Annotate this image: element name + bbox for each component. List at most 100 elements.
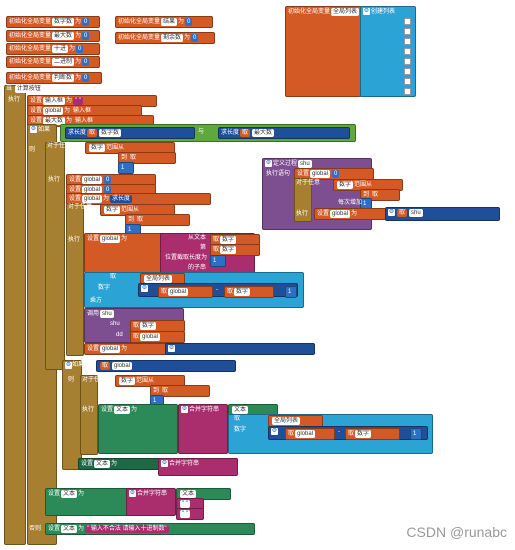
number-zero[interactable]: 0 — [191, 34, 199, 42]
gear-icon[interactable]: ⚙ — [129, 489, 136, 497]
var-dd[interactable]: 最大数 — [252, 129, 275, 137]
list-socket[interactable] — [404, 28, 411, 35]
compare-block[interactable]: 取 global — [96, 360, 236, 372]
set-label-text-block[interactable]: 设置 文本为 " 输入不合法 请输入十进制数" — [45, 523, 255, 535]
loop-var[interactable]: 数字 — [119, 377, 136, 385]
len-block[interactable]: 求长度 — [110, 195, 133, 203]
var-name[interactable]: 剩余数 — [161, 34, 184, 42]
var-dd[interactable]: 数字 — [355, 430, 372, 438]
getter[interactable]: 取 global — [285, 428, 335, 440]
join-block[interactable]: ⚙ 合并字符串 — [158, 458, 238, 476]
number-zero[interactable]: 0 — [82, 32, 90, 40]
var-name[interactable]: 二进制 — [52, 58, 75, 66]
var-dd[interactable]: shu — [409, 209, 423, 217]
var-dd[interactable]: global — [168, 288, 189, 296]
getter[interactable]: 取 — [100, 362, 111, 370]
var-dd[interactable]: global — [330, 210, 351, 218]
when-click-event-block[interactable] — [4, 85, 26, 545]
list-socket[interactable] — [404, 78, 411, 85]
component-dd[interactable]: 文本 — [180, 490, 197, 498]
for-range-block[interactable] — [294, 178, 312, 222]
event-component[interactable]: 计算按钮 — [14, 85, 43, 93]
for-range-block[interactable] — [45, 142, 65, 370]
gear-icon[interactable]: ⚙ — [161, 459, 168, 467]
getter[interactable]: 取 — [135, 216, 146, 224]
for-to[interactable]: 到取 — [150, 385, 210, 397]
set-label-text-block[interactable]: 设置 文本为 — [98, 404, 178, 454]
getter[interactable]: 取数字 — [345, 428, 400, 440]
number-zero[interactable]: 0 — [104, 176, 112, 184]
var-dd[interactable]: global — [82, 186, 103, 194]
list-socket[interactable] — [404, 68, 411, 75]
var-dd[interactable]: global — [82, 176, 103, 184]
var-dd[interactable]: 数字 — [220, 246, 237, 254]
var-dd[interactable]: 数字 — [234, 288, 251, 296]
var-dd[interactable]: 全局列表 — [144, 275, 173, 283]
var-dd[interactable]: 数字 — [220, 236, 237, 244]
var-dd[interactable]: global — [295, 430, 316, 438]
var-dd[interactable]: 数字数 — [99, 129, 122, 137]
getter[interactable]: 取数字 — [224, 286, 274, 298]
plus-one[interactable]: 1 — [285, 286, 297, 298]
text-value[interactable]: " " — [73, 97, 83, 105]
getter[interactable]: 取数字 — [210, 244, 260, 256]
gear-icon[interactable]: ⚙ — [271, 427, 278, 435]
getter[interactable]: 取 global — [130, 331, 185, 343]
global-init-block[interactable]: 初始化全局变量 二进制为 0 — [6, 56, 100, 68]
var-name[interactable]: 判断数 — [52, 74, 75, 82]
number-block[interactable]: 1 — [210, 255, 226, 267]
number-zero[interactable]: 0 — [185, 18, 193, 26]
gear-icon[interactable]: ⚙ — [388, 208, 395, 216]
number-zero[interactable]: 0 — [76, 45, 84, 53]
getter[interactable]: 取 global — [158, 286, 213, 298]
global-init-block[interactable]: 初始化全局变量 结果为 0 — [115, 16, 213, 28]
text-value[interactable]: " " — [180, 500, 190, 508]
var-dd[interactable]: global — [43, 107, 64, 115]
number-zero[interactable]: 0 — [104, 186, 112, 194]
join-block[interactable]: ⚙ 合并字符串 — [126, 488, 176, 516]
component-dd[interactable]: 文本 — [114, 406, 131, 414]
step-number[interactable]: 1 — [118, 162, 134, 174]
error-text[interactable]: " 输入不合法 请输入十进制数" — [85, 525, 169, 533]
global-init-block[interactable]: 初始化全局变量 数字数为 0 — [6, 16, 100, 28]
for-to[interactable]: 到取 — [118, 152, 176, 164]
add-block[interactable]: ⚙ — [165, 343, 315, 355]
number-zero[interactable]: 0 — [82, 74, 90, 82]
list-socket[interactable] — [404, 58, 411, 65]
gear-icon[interactable]: ⚙ — [168, 344, 175, 352]
var-name[interactable]: 全局列表 — [331, 8, 360, 16]
global-init-block[interactable]: 初始化全局变量 剩余数为 0 — [115, 32, 215, 44]
var-dd[interactable]: 数字 — [140, 322, 157, 330]
text-literal[interactable]: " " — [176, 508, 204, 520]
component-dd[interactable]: 文本 — [61, 490, 78, 498]
text-getter[interactable]: 输入框 — [71, 107, 94, 115]
getter[interactable]: 取 — [370, 191, 381, 199]
gear-icon[interactable]: ⚙ — [65, 361, 72, 369]
var-dd[interactable]: global — [310, 170, 331, 178]
getter[interactable]: 取 — [160, 387, 171, 395]
var-dd[interactable]: global — [112, 362, 133, 370]
global-init-block[interactable]: 初始化全局变量 最大数为 0 — [6, 30, 100, 42]
loop-var[interactable]: 数字 — [89, 144, 106, 152]
global-init-block[interactable]: 初始化全局变量 判断数为 0 — [6, 72, 102, 84]
component-dd[interactable]: 文本 — [61, 525, 78, 533]
text-literal[interactable]: " " — [176, 498, 204, 510]
component-dd[interactable]: 文本 — [232, 406, 249, 414]
proc-name[interactable]: shu — [298, 160, 312, 168]
list-socket[interactable] — [404, 88, 411, 95]
set-global-block[interactable]: 设置 global 0 — [66, 174, 156, 186]
getter[interactable]: 取 — [87, 129, 98, 137]
loop-var[interactable]: 数字 — [104, 206, 121, 214]
getter[interactable]: 取 — [128, 154, 139, 162]
for-range-block[interactable] — [80, 375, 98, 455]
var-dd[interactable]: global — [100, 235, 121, 243]
set-global-block[interactable]: 设置 global 为 — [314, 208, 399, 220]
var-name[interactable]: 最大数 — [52, 32, 75, 40]
var-dd[interactable]: global — [140, 333, 161, 341]
gear-icon[interactable]: ⚙ — [181, 405, 188, 413]
component-dd[interactable]: 文本 — [94, 460, 111, 468]
set-label-text-block[interactable]: 设置 文本为 — [45, 488, 130, 516]
inner-for-block[interactable] — [66, 203, 84, 356]
plus-one[interactable]: 1 — [410, 428, 422, 440]
